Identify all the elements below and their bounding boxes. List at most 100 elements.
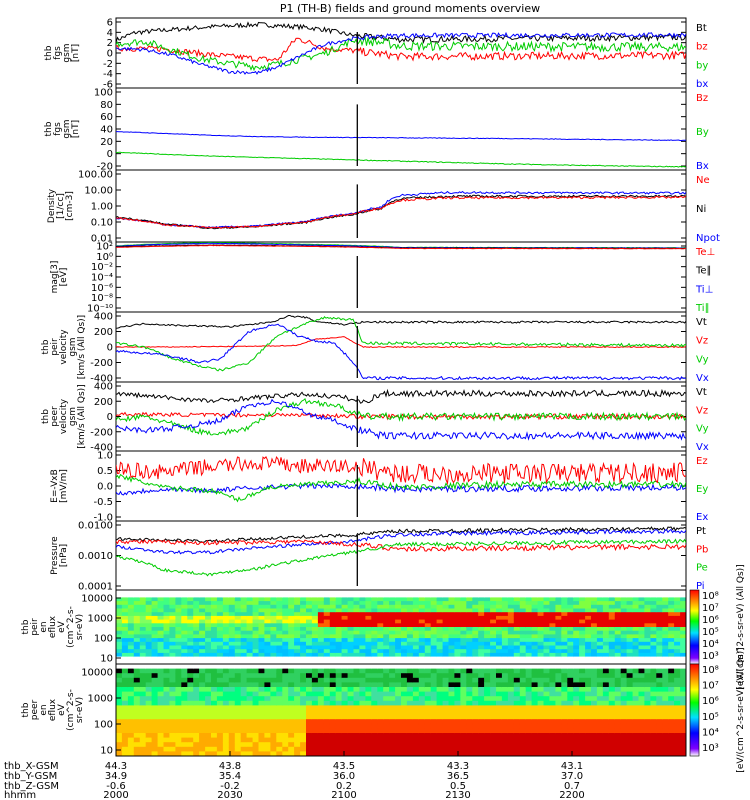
panel-pressure: 0.0100 0.0010 0.0001 Pressure [nPa] Pt Pb Pe Pi [50, 520, 708, 593]
panel-density: 100.00 10.00 1.00 0.10 0.01 Density [1/cc] [cm-… [47, 169, 720, 245]
y-tick-label: 0 [107, 49, 113, 60]
legend-ey: Ey [696, 484, 708, 495]
series-bx-line [116, 31, 686, 75]
x-tick-label: 2100 [331, 790, 356, 800]
y-tick-label: 400 [94, 312, 113, 323]
y-tick-label: 0 [107, 149, 113, 160]
legend-vy: Vy [696, 424, 709, 435]
y-axis-label: peir [30, 618, 40, 636]
colorbar-tick-label: 10³ [702, 743, 719, 754]
legend-pb: Pb [696, 544, 708, 555]
y-tick-label: 1.00 [91, 202, 113, 213]
y-axis-label: en [39, 621, 49, 632]
legend-bt: Bt [696, 23, 707, 34]
colorbar-tick-label: 10⁷ [702, 603, 719, 614]
x-tick-label: -0.6 [106, 781, 126, 792]
legend-pt: Pt [696, 526, 706, 537]
x-tick-label: 0.7 [564, 781, 580, 792]
y-tick-label: 1000 [88, 614, 113, 625]
spectrogram-image [116, 664, 686, 756]
y-axis-label: gsm [62, 119, 72, 138]
colorbar-tick-label: 10⁵ [702, 627, 719, 638]
series-pi-line [116, 528, 686, 555]
y-axis-label: [nT] [71, 44, 81, 62]
series-ez-line [116, 455, 686, 486]
x-tick-label: 43.3 [447, 761, 469, 772]
legend-te⊥: Te⊥ [695, 247, 715, 258]
y-axis-label: Density [47, 188, 57, 223]
y-tick-label: 100.00 [78, 170, 113, 181]
x-tick-label: 2030 [217, 790, 242, 800]
series-bt-line [116, 21, 686, 45]
y-tick-label: -4 [103, 69, 113, 80]
series-group [116, 388, 686, 447]
y-tick-label: 10000 [81, 668, 113, 679]
x-tick-label: 43.1 [561, 761, 583, 772]
x-tick-label: 36.0 [333, 771, 355, 782]
y-axis-label: peer [30, 699, 40, 720]
x-tick-label: 43.8 [219, 761, 241, 772]
series-ni-line [116, 194, 686, 230]
x-row-label: thb_Z-GSM [4, 781, 59, 792]
y-axis-label: [nPa] [59, 544, 69, 567]
series-bz-line [116, 37, 686, 63]
y-axis-label: fgs [53, 46, 63, 60]
legend-vx: Vx [696, 442, 709, 453]
y-tick-label: 4 [107, 28, 113, 39]
colorbar-tick-label: 10⁶ [702, 615, 719, 626]
series-pb-line [116, 539, 686, 553]
y-tick-label: 20 [100, 137, 113, 148]
y-tick-label: 100 [94, 88, 113, 99]
x-tick-label: 0.5 [450, 781, 466, 792]
y-tick-label: 100 [94, 720, 113, 731]
series-group [116, 526, 686, 586]
series-bx-line [116, 131, 686, 141]
legend-vt: Vt [696, 317, 707, 328]
y-tick-label: -400 [90, 443, 113, 454]
series-vx-line [116, 323, 686, 381]
legend-ne: Ne [696, 175, 710, 186]
y-tick-label: 200 [94, 397, 113, 408]
y-axis-label: [km/s (All Qs)] [77, 384, 87, 448]
spectrogram-peir_en_eflux: 10000 1000 100 10 thb peir en eflux eV (cm^2-s-sr… [21, 564, 746, 689]
y-tick-label: 0.01 [91, 234, 113, 245]
series-group [116, 104, 686, 168]
y-tick-label: -6 [103, 80, 113, 91]
panel-peer_velocity: 400 200 0 -200 -400 thb peer velocity gsm [km/s (… [41, 381, 709, 454]
series-vx-line [116, 398, 686, 441]
y-axis-label: [mV/m] [59, 469, 69, 503]
legend-ti⊥: Ti⊥ [695, 284, 713, 295]
series-group [116, 184, 686, 238]
spectrogram-peer_en_eflux: 10000 1000 100 10 thb peer en eflux eV (cm^2-s-sr… [21, 647, 746, 772]
series-te⊥-line [116, 244, 686, 250]
series-vz-line [116, 336, 686, 349]
y-axis-label: sr-eV) [75, 697, 85, 723]
y-axis-label: thb [21, 619, 31, 634]
y-axis-label: [1/cc] [56, 193, 66, 219]
series-vt-line [116, 315, 686, 329]
y-axis-label: gsm [68, 337, 78, 356]
legend-bz: Bz [696, 93, 708, 104]
colorbar-tick-label: 10⁸ [702, 591, 719, 602]
y-axis-label: en [39, 704, 49, 715]
x-tick-label: 37.0 [561, 771, 583, 782]
y-axis-label: thb [41, 339, 51, 354]
y-tick-label: 60 [100, 112, 113, 123]
colorbar [689, 589, 700, 665]
y-axis-label: gsm [68, 407, 78, 426]
series-pt-line [116, 526, 686, 543]
colorbar [689, 663, 700, 757]
series-vy-line [116, 316, 686, 372]
y-tick-label: 200 [94, 327, 113, 338]
y-axis-label: [cm-3] [65, 191, 75, 221]
y-axis-label: sr-eV) [75, 614, 85, 640]
y-tick-label: -1.0 [93, 513, 113, 524]
x-tick-label: 34.9 [105, 771, 127, 782]
legend-npot: Npot [696, 233, 720, 244]
y-tick-label: 6 [107, 18, 113, 29]
panel-frame [115, 663, 687, 757]
series-pe-line [116, 538, 686, 577]
